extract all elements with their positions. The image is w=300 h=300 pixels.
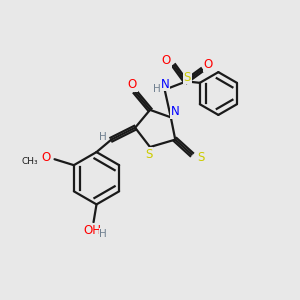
Text: O: O — [203, 58, 213, 71]
Text: S: S — [145, 148, 152, 161]
Text: N: N — [160, 77, 169, 91]
Text: S: S — [197, 151, 204, 164]
Text: CH₃: CH₃ — [22, 157, 38, 166]
Text: O: O — [128, 78, 137, 91]
Text: H: H — [99, 229, 107, 239]
Text: N: N — [171, 105, 180, 118]
Text: S: S — [184, 71, 191, 84]
Text: H: H — [153, 84, 160, 94]
Text: H: H — [99, 132, 106, 142]
Text: O: O — [162, 54, 171, 67]
Text: OH: OH — [83, 224, 101, 237]
Text: O: O — [42, 151, 51, 164]
